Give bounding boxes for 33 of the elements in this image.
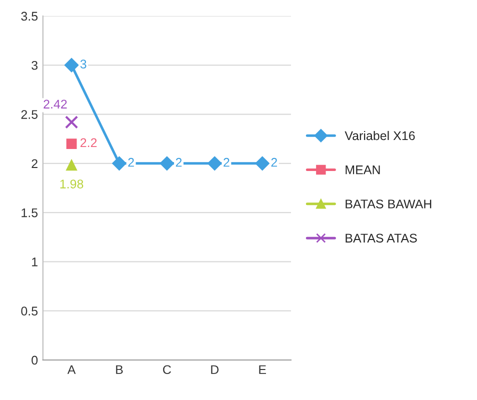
legend-label: BATAS ATAS [346, 234, 417, 243]
y-tick-label: 2.5 [21, 110, 38, 119]
data-label: 2 [128, 158, 134, 167]
point [64, 58, 78, 72]
data-label: 2.42 [44, 100, 67, 108]
data-label: 3 [80, 60, 86, 68]
x-tick-label: A [67, 365, 76, 374]
point [64, 116, 78, 129]
data-label: 2 [176, 158, 182, 167]
data-label: 2 [224, 158, 230, 167]
y-tick-label: 3.5 [21, 12, 38, 21]
y-tick-label: 1 [32, 258, 38, 266]
point [208, 156, 222, 170]
y-tick-label: 3 [32, 60, 38, 70]
x-tick-label: E [259, 365, 266, 374]
point [66, 160, 77, 171]
data-label: 2 [271, 158, 278, 167]
legend-label: BATAS BAWAH [346, 200, 432, 208]
y-tick-label: 1.5 [22, 208, 38, 218]
point [66, 138, 77, 149]
legend-label: Variabel X16 [344, 130, 415, 140]
y-tick-label: 2 [32, 159, 38, 168]
data-label: 2.2 [80, 138, 97, 148]
legend-label: MEAN [346, 166, 380, 174]
y-tick-label: 0.5 [21, 306, 38, 316]
x-tick-label: C [163, 365, 171, 374]
point [112, 156, 126, 170]
data-label: 1.98 [60, 180, 84, 188]
point [255, 156, 270, 170]
x-tick-label: D [211, 365, 219, 374]
point [160, 156, 174, 170]
x-tick-label: B [116, 365, 123, 374]
y-tick-label: 0 [32, 356, 38, 365]
